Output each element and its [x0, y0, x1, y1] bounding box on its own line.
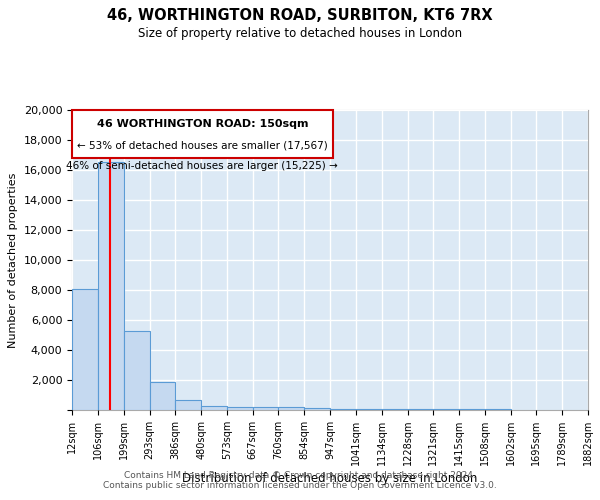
Bar	[124, 330, 149, 410]
Text: Contains HM Land Registry data © Crown copyright and database right 2024.
Contai: Contains HM Land Registry data © Crown c…	[103, 470, 497, 490]
Bar	[175, 400, 201, 410]
Bar	[201, 406, 227, 410]
Bar	[330, 408, 356, 410]
Bar	[149, 382, 175, 410]
Bar	[227, 406, 253, 410]
Bar	[407, 409, 433, 410]
Text: 46% of semi-detached houses are larger (15,225) →: 46% of semi-detached houses are larger (…	[67, 161, 338, 171]
Bar	[356, 408, 382, 410]
Text: 46, WORTHINGTON ROAD, SURBITON, KT6 7RX: 46, WORTHINGTON ROAD, SURBITON, KT6 7RX	[107, 8, 493, 22]
Bar	[253, 406, 278, 410]
Bar	[382, 409, 407, 410]
Bar	[459, 409, 485, 410]
Bar	[278, 408, 304, 410]
Text: Size of property relative to detached houses in London: Size of property relative to detached ho…	[138, 28, 462, 40]
Y-axis label: Number of detached properties: Number of detached properties	[8, 172, 18, 348]
Text: ← 53% of detached houses are smaller (17,567): ← 53% of detached houses are smaller (17…	[77, 140, 328, 150]
Text: 46 WORTHINGTON ROAD: 150sqm: 46 WORTHINGTON ROAD: 150sqm	[97, 119, 308, 129]
Bar	[433, 409, 459, 410]
Bar	[72, 288, 98, 410]
Bar	[98, 162, 124, 410]
X-axis label: Distribution of detached houses by size in London: Distribution of detached houses by size …	[182, 472, 478, 485]
FancyBboxPatch shape	[72, 110, 332, 158]
Bar	[304, 408, 330, 410]
